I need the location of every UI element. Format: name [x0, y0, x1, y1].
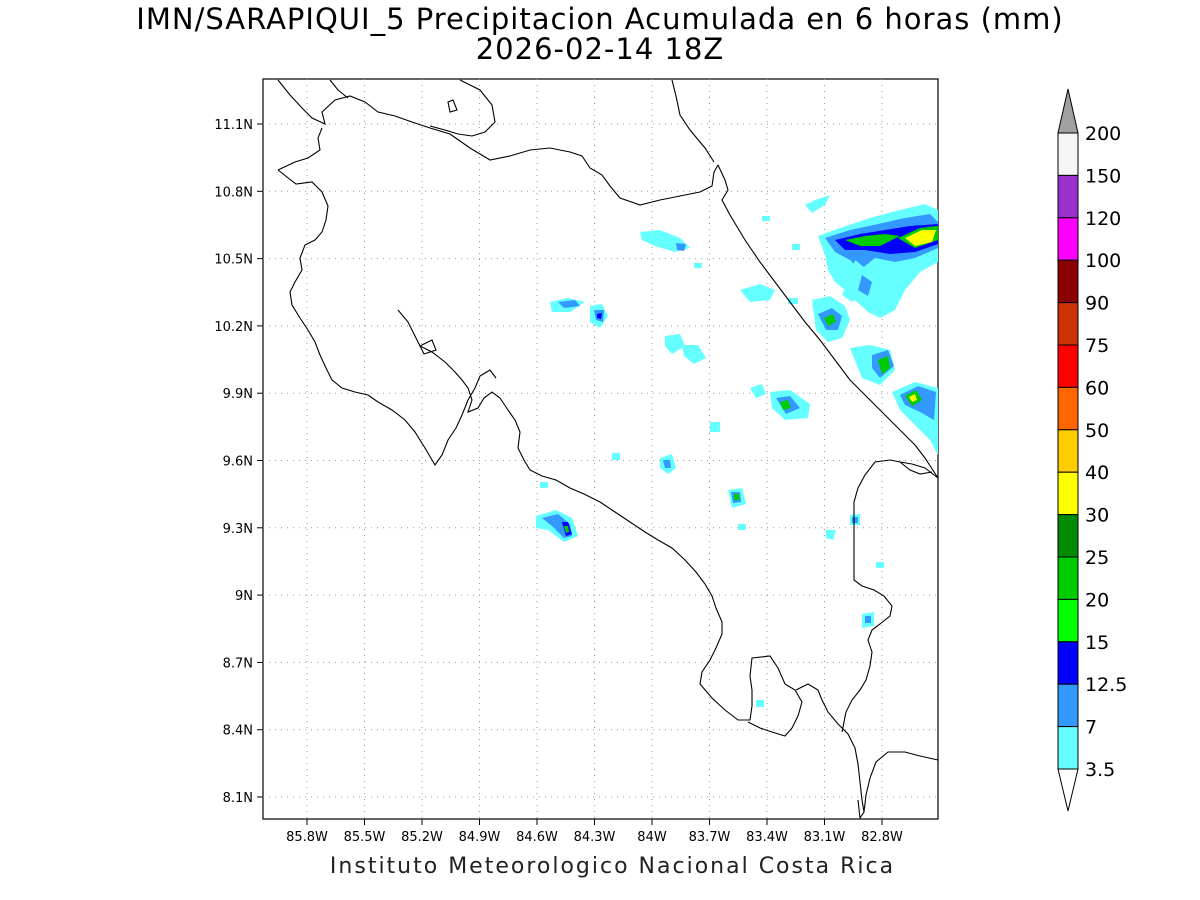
colorbar: 200 150 120 100 90 75 60 50 40 30 25 20 15 12.5 7 3.5	[1057, 88, 1127, 812]
colorbar-swatch	[1057, 598, 1079, 643]
colorbar-label: 12.5	[1085, 674, 1127, 696]
x-tick-label: 85.2W	[401, 830, 443, 845]
y-tick-label: 8.1N	[223, 791, 253, 806]
y-tick-label: 10.5N	[214, 253, 253, 268]
colorbar-swatch	[1057, 726, 1079, 770]
colorbar-label: 50	[1085, 420, 1109, 442]
footer-credit: Instituto Meteorologico Nacional Costa R…	[329, 854, 896, 879]
colorbar-swatch	[1057, 132, 1079, 176]
colorbar-swatch	[1057, 471, 1079, 516]
colorbar-label: 60	[1085, 377, 1109, 399]
colorbar-label: 100	[1085, 250, 1121, 272]
nicoya-gulf	[397, 309, 803, 737]
x-axis-labels: 85.8W 85.5W 85.2W 84.9W 84.6W 84.3W 84W 83.7W 83…	[286, 830, 903, 845]
colorbar-swatch	[1057, 386, 1079, 431]
map-grid	[263, 79, 938, 819]
x-tick-label: 85.5W	[344, 830, 386, 845]
colorbar-swatch	[1057, 217, 1079, 261]
y-tick-label: 8.4N	[223, 724, 253, 739]
y-tick-label: 9.9N	[223, 387, 253, 402]
y-tick-label: 9.6N	[223, 455, 253, 470]
north-shore-n	[429, 79, 496, 137]
colorbar-label: 200	[1085, 123, 1121, 145]
rain-area-ne-yellow	[905, 230, 936, 246]
precipitation-fields	[536, 195, 938, 707]
colorbar-label: 150	[1085, 165, 1121, 187]
panama-coast	[899, 461, 933, 475]
colorbar-label: 25	[1085, 547, 1109, 569]
colorbar-swatch	[1057, 259, 1079, 304]
osa-peninsula	[795, 683, 865, 820]
nicaragua-coast-n	[329, 79, 349, 99]
pacific-coast-guanacaste	[277, 127, 497, 467]
coastlines	[277, 79, 939, 820]
colorbar-swatch	[1057, 302, 1079, 346]
x-tick-label: 84.3W	[574, 830, 616, 845]
colorbar-swatch	[1057, 514, 1079, 558]
colorbar-label: 15	[1085, 632, 1109, 654]
colorbar-swatch	[1057, 556, 1079, 600]
y-tick-label: 8.7N	[223, 656, 253, 671]
rio-san-juan	[671, 79, 715, 163]
panama-border	[841, 459, 939, 733]
x-tick-label: 84.9W	[459, 830, 501, 845]
colorbar-label: 20	[1085, 589, 1109, 611]
colorbar-top-triangle	[1057, 88, 1079, 134]
x-tick-label: 82.8W	[861, 830, 903, 845]
x-tick-label: 85.8W	[286, 830, 328, 845]
map-title: IMN/SARAPIQUI_5 Precipitacion Acumulada …	[136, 2, 1064, 36]
colorbar-label: 90	[1085, 293, 1109, 315]
colorbar-label: 40	[1085, 462, 1109, 484]
caribbean-coast	[717, 164, 939, 479]
x-tick-label: 83.4W	[746, 830, 788, 845]
x-tick-label: 84.6W	[516, 830, 558, 845]
nicoya-island	[419, 339, 437, 355]
x-tick-label: 83.1W	[804, 830, 846, 845]
colorbar-swatch	[1057, 174, 1079, 219]
y-axis-labels: 11.1N 10.8N 10.5N 10.2N 9.9N 9.6N 9.3N 9N 8.7N 8.…	[214, 118, 253, 806]
colorbar-label: 7	[1085, 717, 1097, 739]
rain-area-ne-core2	[845, 234, 900, 246]
colorbar-label: 120	[1085, 208, 1121, 230]
axis-ticks	[257, 123, 883, 825]
colorbar-swatch	[1057, 683, 1079, 728]
map-date: 2026-02-14 18Z	[475, 32, 725, 66]
colorbar-swatch	[1057, 641, 1079, 685]
map-frame	[262, 78, 939, 820]
colorbar-label: 3.5	[1085, 759, 1115, 781]
y-tick-label: 11.1N	[214, 118, 253, 133]
y-tick-label: 9.3N	[223, 522, 253, 537]
y-tick-label: 9N	[235, 589, 253, 604]
nicaragua-lake-shore	[277, 79, 719, 206]
x-tick-label: 83.7W	[689, 830, 731, 845]
y-tick-label: 10.8N	[214, 185, 253, 200]
lake-island	[447, 99, 458, 113]
burica	[863, 751, 939, 813]
y-tick-label: 10.2N	[214, 320, 253, 335]
colorbar-swatch	[1057, 429, 1079, 473]
colorbar-swatch	[1057, 344, 1079, 388]
colorbar-bottom-triangle	[1057, 768, 1079, 812]
x-tick-label: 84W	[637, 830, 667, 845]
colorbar-label: 30	[1085, 505, 1109, 527]
colorbar-label: 75	[1085, 335, 1109, 357]
